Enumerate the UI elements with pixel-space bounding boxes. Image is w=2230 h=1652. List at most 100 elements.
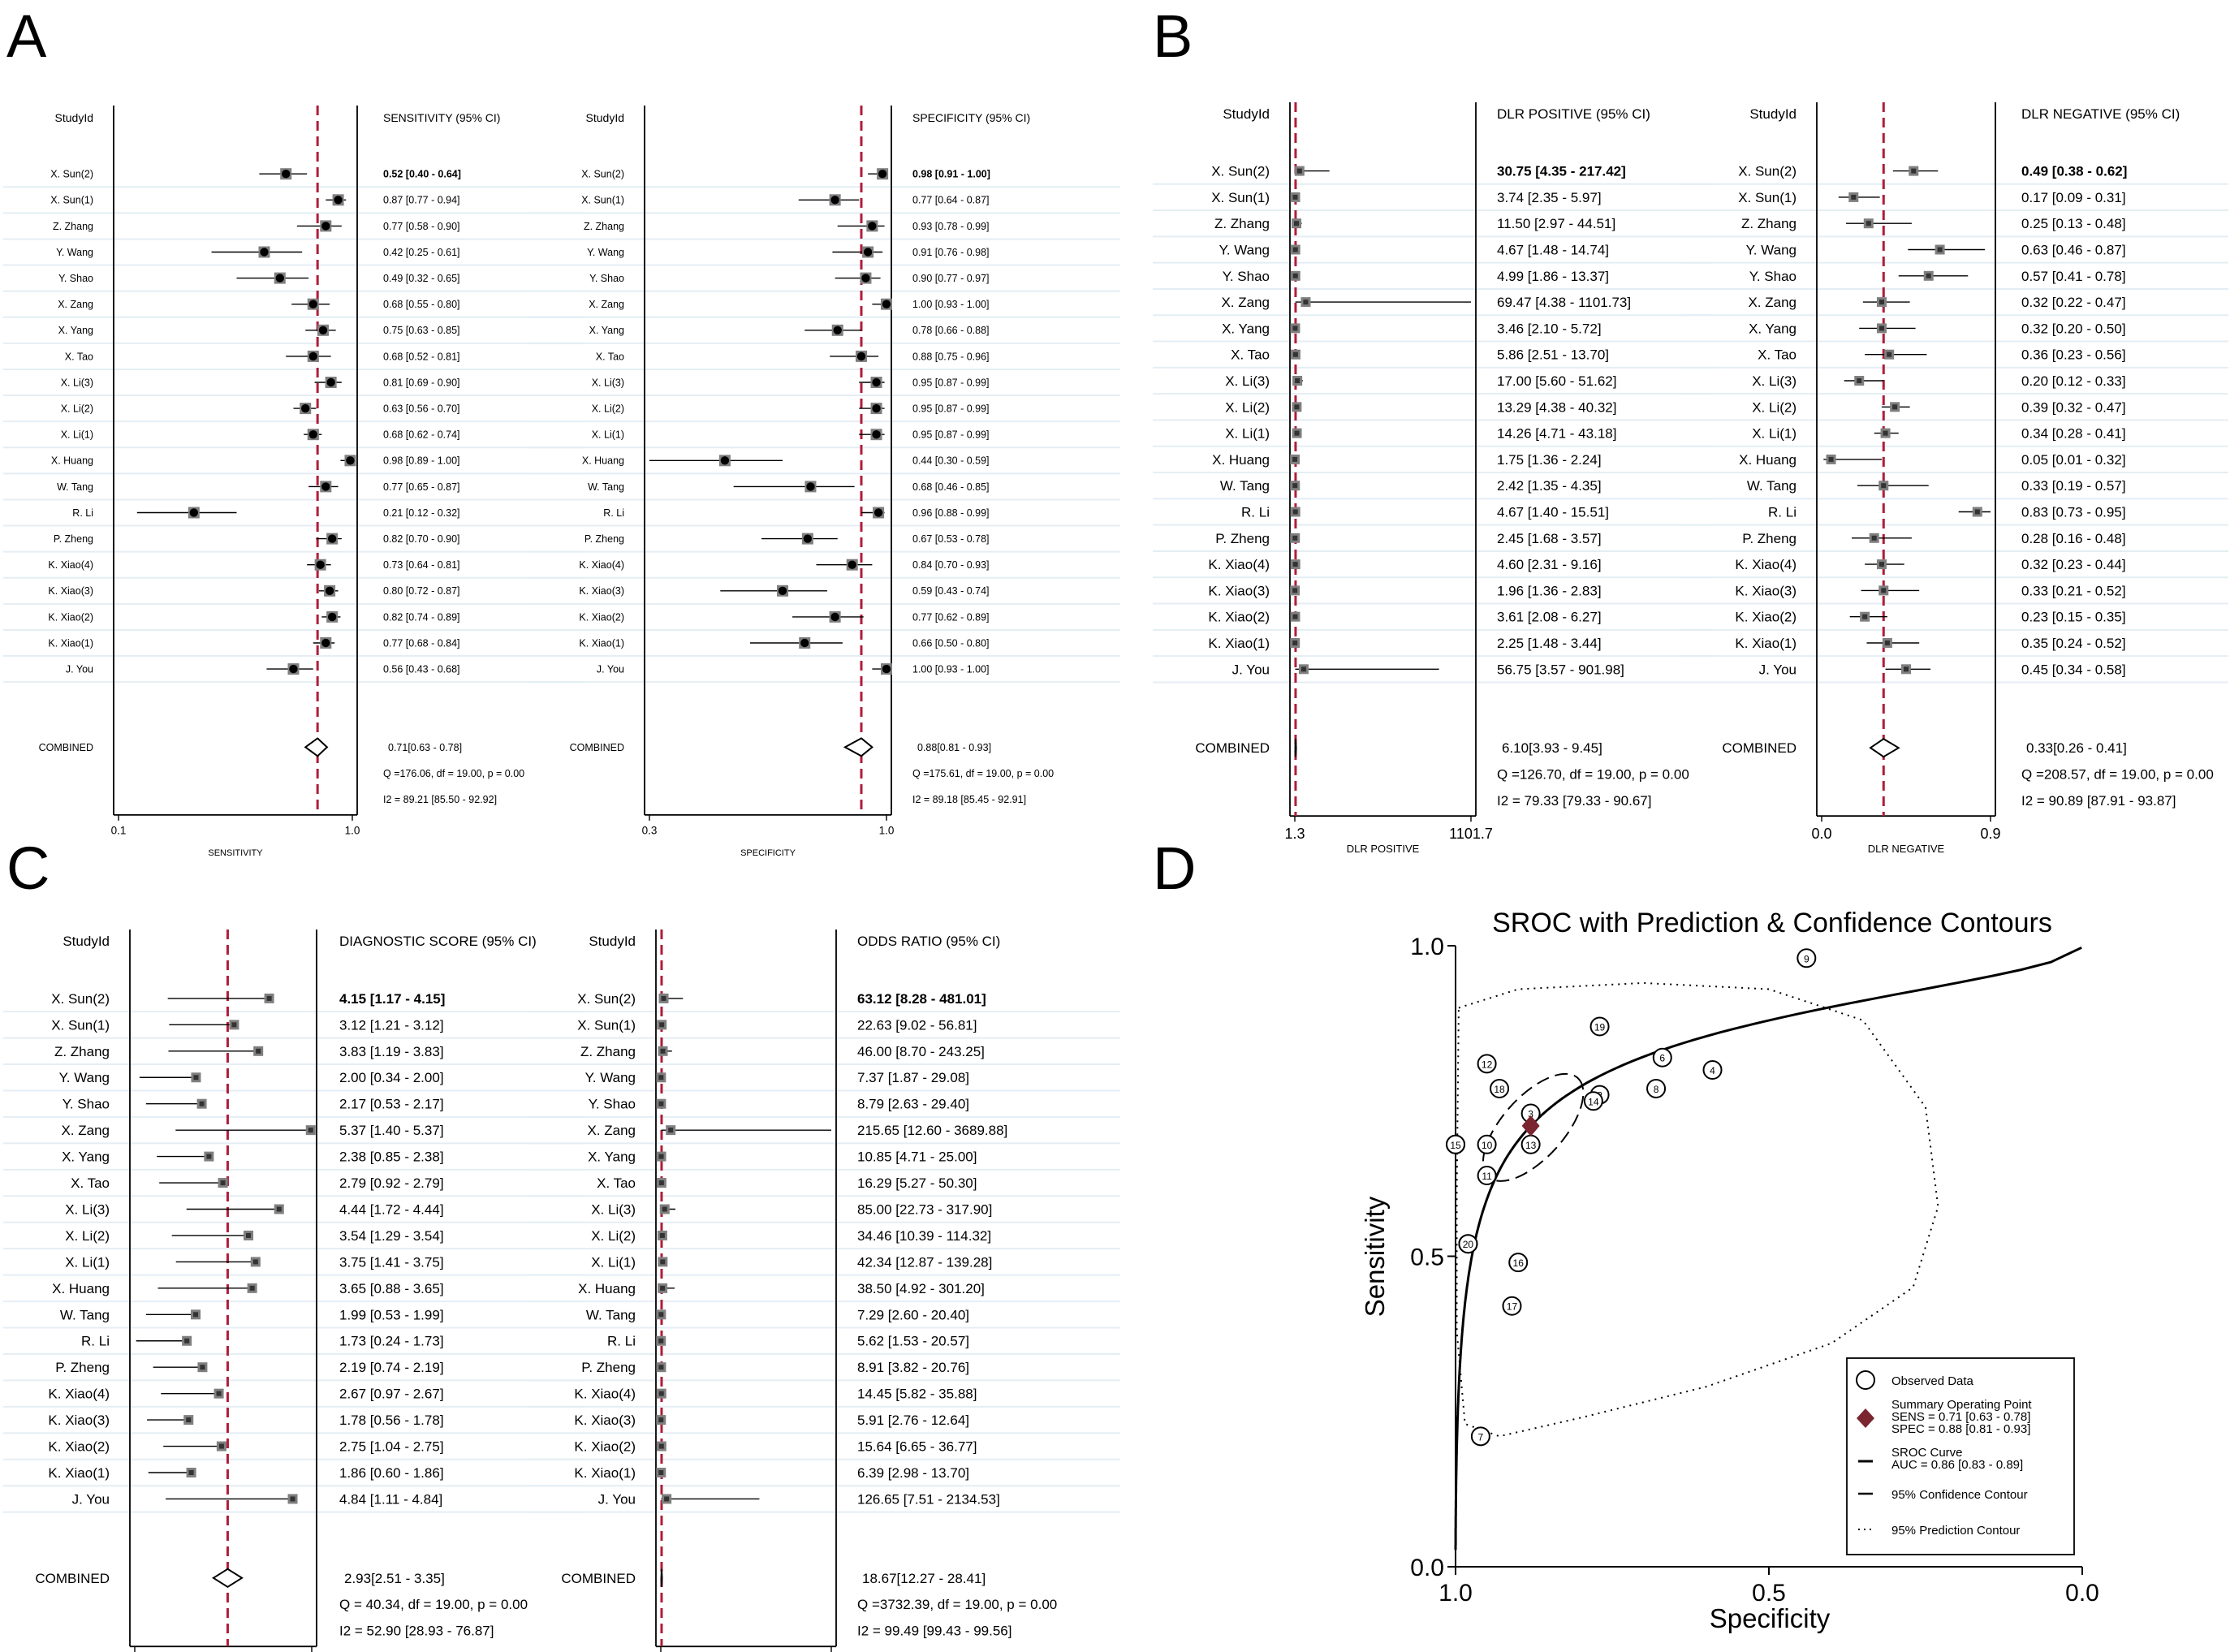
x-axis-label: SPECIFICITY — [740, 848, 796, 858]
ci-value-label: 0.82 [0.70 - 0.90] — [383, 533, 460, 545]
point-estimate — [658, 1365, 664, 1370]
study-label: K. Xiao(4) — [48, 1387, 110, 1402]
combined-value-label: 2.93[2.51 - 3.35] — [344, 1571, 445, 1586]
study-label: X. Li(3) — [1225, 373, 1270, 389]
observed-point — [1646, 1078, 1667, 1098]
ci-value-label: 3.61 [2.08 - 6.27] — [1497, 610, 1602, 625]
study-label: W. Tang — [588, 481, 624, 493]
forest-dlr-negative: StudyId DLR NEGATIVE (95% CI) X. Sun(2) 0.4… — [1680, 102, 2228, 855]
observed-point — [1702, 1060, 1723, 1080]
point-estimate — [658, 1154, 664, 1159]
study-label: X. Li(3) — [591, 1201, 636, 1217]
x-axis-label: SENSITIVITY — [208, 848, 263, 858]
point-estimate — [1892, 404, 1898, 410]
study-label: Y. Wang — [1746, 242, 1797, 257]
point-estimate — [1294, 430, 1300, 436]
x-tick-label: 0.3 — [642, 824, 658, 836]
point-estimate — [246, 1232, 252, 1238]
ci-value-label: 0.63 [0.46 - 0.87] — [2021, 242, 2126, 257]
ci-value-label: 69.47 [4.38 - 1101.73] — [1497, 295, 1631, 310]
ci-value-label: 42.34 [12.87 - 139.28] — [857, 1254, 992, 1270]
ci-value-label: 126.65 [7.51 - 2134.53] — [857, 1491, 1000, 1507]
y-tick-label: 0.0 — [1410, 1555, 1444, 1581]
study-label: X. Li(3) — [592, 377, 624, 388]
ci-value-label: 5.86 [2.51 - 13.70] — [1497, 347, 1609, 363]
study-label: K. Xiao(1) — [579, 637, 624, 649]
observed-point — [1490, 1078, 1510, 1098]
ci-value-label: 2.19 [0.74 - 2.19] — [339, 1360, 444, 1375]
x-axis-label: DLR POSITIVE — [1347, 843, 1420, 855]
ci-value-label: 0.77 [0.58 - 0.90] — [383, 221, 460, 232]
ci-column-header: SENSITIVITY (95% CI) — [383, 111, 500, 124]
ci-value-label: 0.44 [0.30 - 0.59] — [912, 455, 990, 467]
study-label: X. Tao — [597, 1175, 636, 1191]
point-estimate — [1295, 378, 1300, 383]
study-label: R. Li — [603, 507, 624, 519]
study-label: K. Xiao(3) — [579, 585, 624, 597]
sroc-title: SROC with Prediction & Confidence Contou… — [1492, 908, 2052, 938]
study-label: R. Li — [1241, 504, 1270, 520]
ci-value-label: 4.84 [1.11 - 4.84] — [339, 1491, 442, 1507]
point-estimate — [658, 1180, 664, 1186]
forest-specificity: StudyId SPECIFICITY (95% CI) X. Sun(2) 0.98… — [528, 106, 1120, 858]
study-label: R. Li — [607, 1334, 636, 1349]
summary-operating-point — [1521, 1115, 1540, 1137]
point-estimate — [308, 300, 317, 308]
point-estimate — [1296, 168, 1302, 174]
legend-box — [1846, 1357, 2075, 1555]
ci-value-label: 0.49 [0.32 - 0.65] — [383, 273, 460, 284]
point-estimate — [1303, 300, 1309, 305]
x-tick-label: 0.1 — [111, 824, 127, 836]
ci-value-label: 0.93 [0.78 - 0.99] — [912, 221, 990, 232]
study-label: K. Xiao(4) — [1735, 557, 1797, 572]
point-estimate — [1292, 535, 1298, 541]
x-tick-label: 0.9 — [1980, 826, 2000, 842]
x-tick-label: 1.0 — [879, 824, 895, 836]
ci-value-label: 2.00 [0.34 - 2.00] — [339, 1070, 444, 1085]
observed-point — [1446, 1134, 1465, 1154]
point-estimate — [266, 995, 272, 1001]
ci-value-label: 4.44 [1.72 - 4.44] — [339, 1201, 444, 1217]
point-estimate — [658, 1391, 664, 1396]
ci-value-label: 0.77 [0.62 - 0.89] — [912, 611, 990, 623]
ci-value-label: 0.39 [0.32 - 0.47] — [2021, 399, 2126, 415]
ci-value-label: 4.15 [1.17 - 4.15] — [339, 991, 445, 1007]
ci-value-label: 14.26 [4.71 - 43.18] — [1497, 426, 1616, 442]
point-estimate — [872, 377, 881, 387]
study-label: Y. Wang — [56, 247, 93, 258]
point-estimate — [1828, 456, 1834, 462]
ci-value-label: 0.73 [0.64 - 0.81] — [383, 559, 460, 571]
ci-value-label: 10.85 [4.71 - 25.00] — [857, 1149, 977, 1165]
study-label: P. Zheng — [1742, 531, 1797, 546]
ci-value-label: 0.35 [0.24 - 0.52] — [2021, 636, 2126, 651]
study-label: Y. Shao — [589, 1097, 636, 1112]
point-estimate — [1866, 221, 1871, 226]
ci-column-header: ODDS RATIO (95% CI) — [857, 934, 1000, 949]
ci-value-label: 0.80 [0.72 - 0.87] — [383, 585, 460, 597]
study-label: X. Sun(2) — [581, 169, 624, 180]
point-estimate — [660, 1048, 666, 1054]
study-label: X. Li(3) — [65, 1201, 110, 1217]
observed-point-label: 11 — [1482, 1171, 1492, 1182]
ci-value-label: 0.81 [0.69 - 0.90] — [383, 377, 460, 388]
observed-point-label: 6 — [1659, 1053, 1665, 1064]
sroc-curve — [1454, 946, 2082, 1551]
study-label: X. Sun(1) — [51, 1017, 110, 1033]
study-label: P. Zheng — [581, 1360, 636, 1375]
legend-confidence-label: 95% Confidence Contour — [1891, 1488, 2028, 1502]
study-label: K. Xiao(3) — [48, 585, 93, 597]
point-estimate — [882, 664, 891, 674]
point-estimate — [276, 1206, 282, 1212]
ci-value-label: 2.25 [1.48 - 3.44] — [1497, 636, 1602, 651]
point-estimate — [1911, 168, 1917, 174]
ci-value-label: 46.00 [8.70 - 243.25] — [857, 1044, 985, 1059]
point-estimate — [184, 1338, 190, 1344]
study-label: X. Huang — [1739, 452, 1797, 468]
ci-value-label: 2.75 [1.04 - 2.75] — [339, 1439, 444, 1455]
ci-value-label: 1.96 [1.36 - 2.83] — [1497, 583, 1602, 598]
x-axis-title: Specificity — [1710, 1603, 1831, 1633]
ci-value-label: 56.75 [3.57 - 901.98] — [1497, 662, 1624, 677]
studyid-header: StudyId — [55, 111, 93, 124]
point-estimate — [878, 170, 887, 179]
combined-diamond — [1869, 738, 1900, 758]
